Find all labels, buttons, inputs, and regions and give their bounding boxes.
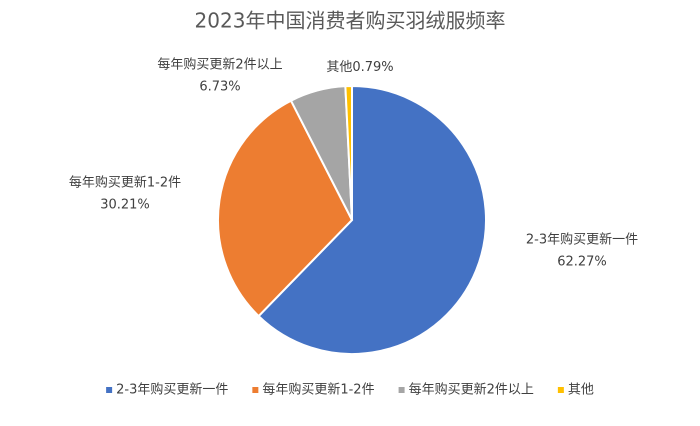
- legend-label: 2-3年购买更新一件: [116, 382, 228, 398]
- legend-marker: [557, 387, 564, 393]
- pie-slice: [344, 84, 353, 221]
- legend-marker: [398, 387, 405, 393]
- legend-item: 其他: [557, 383, 594, 398]
- data-label-name: 每年购买更新1-2件: [69, 175, 181, 191]
- legend-item: 每年购买更新1-2件: [252, 382, 375, 398]
- legend-label: 其他: [568, 383, 594, 398]
- legend-item: 每年购买更新2件以上: [398, 382, 534, 398]
- chart-title: 2023年中国消费者购买羽绒服频率: [195, 9, 506, 33]
- data-label-value: 62.27%: [557, 255, 607, 270]
- legend-marker: [252, 387, 259, 393]
- legend-label: 每年购买更新2件以上: [409, 382, 534, 398]
- legend-label: 每年购买更新1-2件: [262, 382, 374, 398]
- data-label-name: 每年购买更新2件以上: [157, 57, 282, 73]
- data-label-name: 2-3年购买更新一件: [526, 232, 638, 248]
- legend-marker: [106, 387, 113, 393]
- legend-item: 2-3年购买更新一件: [106, 382, 228, 398]
- data-label-value: 30.21%: [100, 198, 150, 213]
- data-label: 其他0.79%: [326, 60, 393, 75]
- data-label-name: 其他: [326, 60, 352, 75]
- data-label-value: 0.79%: [352, 60, 393, 75]
- data-label-value: 6.73%: [199, 80, 240, 95]
- pie-slice: [257, 84, 487, 355]
